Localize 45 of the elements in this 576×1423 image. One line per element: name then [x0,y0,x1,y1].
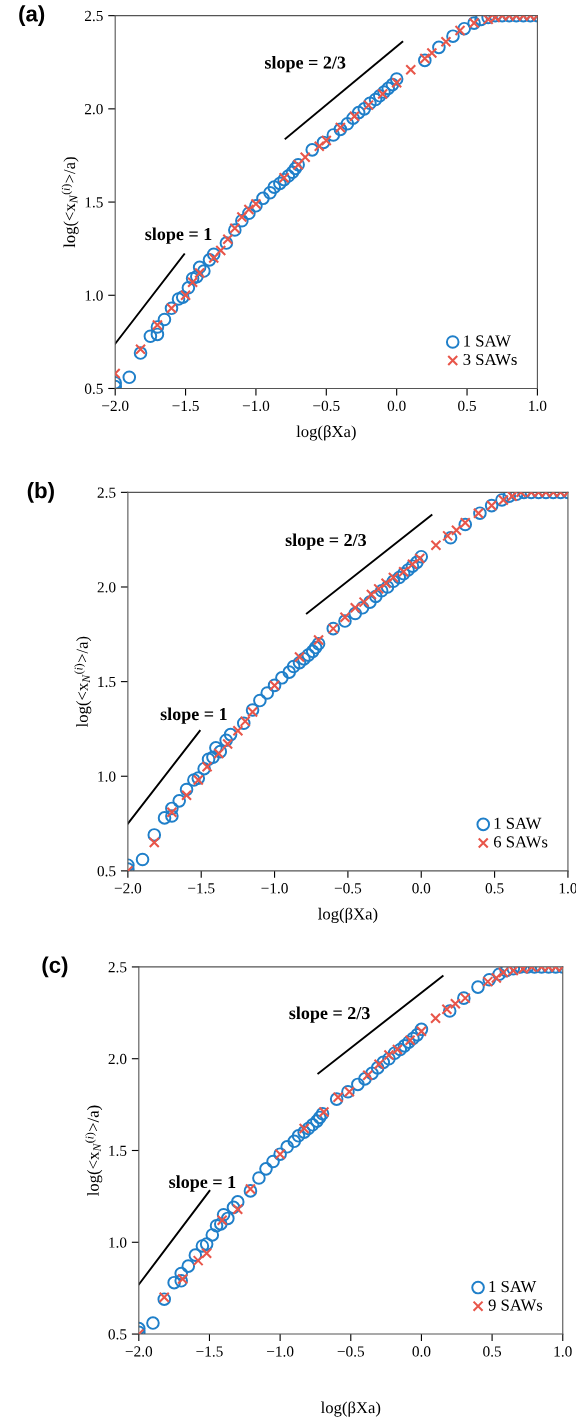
x-axis-title: log(βXa) [318,907,378,923]
y-axis-title: log(<x$_{N}$$^{(i)}$>/a) [74,636,92,728]
x-tick-label: 0.0 [412,1346,431,1357]
y-tick-label: 1.5 [98,676,116,688]
x-tick-label: 0.0 [412,883,431,894]
chart-title: (b) [27,482,54,503]
x-tick-label: 1.0 [559,883,576,894]
y-axis-title: log(<x$_{N}$$^{(i)}$>/a) [85,1105,103,1196]
x-tick-label: −0.5 [337,1346,365,1357]
x-tick-label: −1.5 [196,1346,223,1357]
y-tick-label: 1.0 [109,1237,127,1248]
chart-title: (c) [42,956,68,978]
y-tick-label: 1.5 [109,1145,127,1157]
y-tick-label: 1.5 [85,197,103,208]
x-tick-label: 0.5 [483,1346,502,1357]
y-tick-label: 0.5 [97,866,116,877]
x-tick-label: −0.5 [313,400,340,412]
x-tick-label: 0.5 [458,400,476,412]
y-tick-label: 2.0 [97,582,116,593]
x-tick-label: −0.5 [334,883,362,894]
x-tick-label: 1.0 [529,400,547,412]
x-tick-label: −2.0 [125,1346,153,1357]
y-tick-label: 1.0 [98,771,116,782]
y-tick-label: 2.5 [108,962,127,973]
chart-title: (a) [19,5,45,27]
y-tick-label: 2.0 [84,104,103,115]
x-axis-title: log(βXa) [296,425,356,441]
x-tick-label: −1.0 [267,1346,294,1357]
x-tick-label: −1.5 [188,883,215,894]
x-tick-label: 0.5 [485,883,504,894]
y-tick-label: 0.5 [84,383,103,394]
x-tick-label: −1.5 [172,400,199,412]
y-tick-label: 1.0 [85,290,103,301]
x-tick-label: −2.0 [114,883,142,894]
x-tick-label: −1.0 [261,883,288,894]
x-tick-label: 0.0 [387,400,406,412]
y-tick-label: 2.5 [97,487,116,498]
y-axis-title: log(<x$_{N}$$^{(i)}$>/a) [61,157,79,248]
y-tick-label: 2.5 [84,10,103,22]
y-tick-label: 0.5 [108,1329,127,1340]
y-tick-label: 2.0 [108,1053,127,1065]
x-axis-title: log(βXa) [320,1401,381,1417]
x-tick-label: 1.0 [554,1346,572,1357]
x-tick-label: −1.0 [242,400,270,412]
x-tick-label: −2.0 [102,400,129,412]
